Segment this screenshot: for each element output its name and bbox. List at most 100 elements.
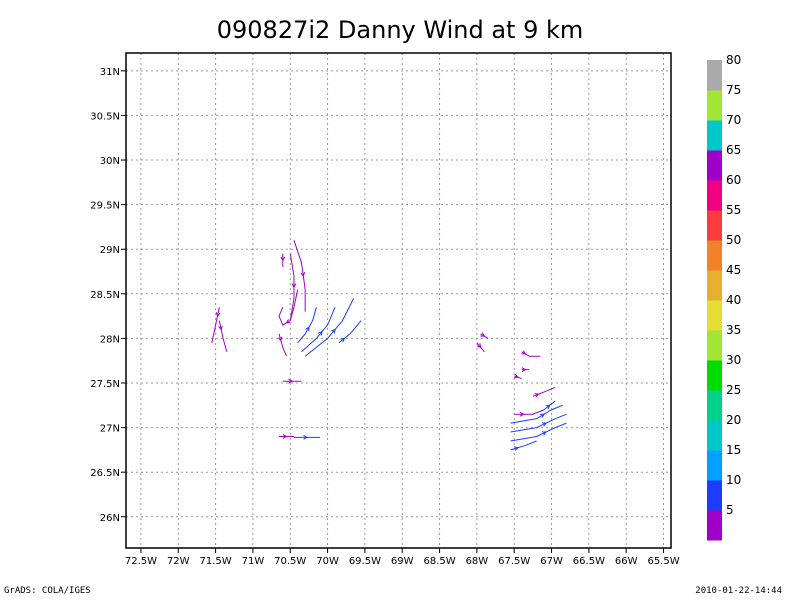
streamline-arrow — [541, 422, 547, 427]
streamline — [218, 320, 228, 352]
x-tick-label: 70W — [316, 556, 339, 567]
streamline-arrow — [282, 434, 288, 439]
colorbar-swatch — [707, 60, 722, 91]
streamline — [510, 440, 537, 451]
colorbar-label: 75 — [726, 83, 741, 97]
plot-frame — [125, 52, 672, 549]
colorbar-label: 40 — [726, 293, 741, 307]
x-tick-label: 66.5W — [573, 556, 605, 567]
colorbar-swatch — [707, 180, 722, 211]
x-tick-label: 71.5W — [200, 556, 232, 567]
streamline-arrow — [318, 330, 323, 336]
streamline-arrow — [476, 343, 482, 349]
colorbar-swatch — [707, 360, 722, 391]
streamline-arrow — [215, 312, 221, 318]
y-tick-label: 28N — [100, 334, 120, 345]
colorbar-swatch — [707, 420, 722, 451]
streamline-arrow — [305, 326, 310, 332]
footer-timestamp: 2010-01-22-14:44 — [695, 586, 782, 596]
colorbar-label: 55 — [726, 203, 741, 217]
y-tick-label: 27N — [100, 424, 120, 435]
streamline — [510, 422, 567, 442]
colorbar-label: 70 — [726, 113, 741, 127]
colorbar-swatch — [707, 210, 722, 241]
streamline-arrow — [541, 431, 547, 436]
x-tick-label: 70.5W — [274, 556, 306, 567]
colorbar-label: 30 — [726, 353, 741, 367]
y-tick-label: 29N — [100, 245, 120, 256]
streamline — [514, 409, 545, 415]
y-tick-label: 27.5N — [90, 379, 120, 390]
streamline-arrow — [540, 413, 545, 418]
colorbar-swatch — [707, 390, 722, 421]
x-tick-label: 66W — [615, 556, 638, 567]
x-tick-label: 69W — [391, 556, 414, 567]
streamline-arrow — [288, 378, 294, 384]
x-tick-label: 67W — [540, 556, 563, 567]
colorbar-swatch — [707, 510, 722, 541]
streamline-arrow — [513, 446, 519, 451]
streamline — [532, 386, 556, 397]
streamline — [338, 320, 362, 344]
y-tick-label: 28.5N — [90, 290, 120, 301]
streamline-arrow — [218, 325, 223, 331]
streamline-arrow — [521, 350, 527, 355]
colorbar-swatch — [707, 450, 722, 481]
colorbar-label: 15 — [726, 443, 741, 457]
streamline-arrow — [545, 404, 551, 410]
streamline-arrow — [291, 283, 297, 289]
streamline — [301, 306, 336, 353]
colorbar-label: 65 — [726, 143, 741, 157]
colorbar-label: 45 — [726, 263, 741, 277]
streamline-arrow — [300, 272, 306, 278]
x-tick-label: 72.5W — [125, 556, 157, 567]
colorbar-swatch — [707, 330, 722, 361]
colorbar-swatch — [707, 300, 722, 331]
footer-credit: GrADS: COLA/IGES — [4, 586, 91, 596]
x-tick-label: 71W — [242, 556, 265, 567]
x-tick-label: 68.5W — [423, 556, 455, 567]
x-tick-label: 67.5W — [498, 556, 530, 567]
streamline-arrow — [331, 328, 336, 334]
chart-title: 090827i2 Danny Wind at 9 km — [216, 16, 584, 44]
colorbar-swatch — [707, 240, 722, 271]
streamline-arrow — [519, 411, 525, 417]
streamline-arrow — [521, 367, 527, 372]
x-tick-label: 68W — [466, 556, 489, 567]
colorbar-label: 50 — [726, 233, 741, 247]
y-tick-label: 30N — [100, 156, 120, 167]
y-tick-label: 26.5N — [90, 468, 120, 479]
streamline — [297, 307, 317, 344]
colorbar-swatch — [707, 150, 722, 181]
x-tick-label: 65.5W — [647, 556, 679, 567]
colorbar-swatch — [707, 270, 722, 301]
streamline-arrow — [534, 393, 540, 398]
colorbar-label: 35 — [726, 323, 741, 337]
streamline — [510, 413, 567, 433]
y-tick-label: 31N — [100, 67, 120, 78]
colorbar-swatch — [707, 120, 722, 151]
colorbar-swatch — [707, 480, 722, 511]
colorbar-label: 20 — [726, 413, 741, 427]
streamline-arrow — [280, 256, 286, 262]
colorbar-label: 5 — [726, 503, 734, 517]
x-tick-label: 69.5W — [349, 556, 381, 567]
y-tick-label: 30.5N — [90, 111, 120, 122]
x-tick-label: 72W — [167, 556, 190, 567]
colorbar-label: 25 — [726, 383, 741, 397]
streamline-arrow — [285, 319, 291, 324]
colorbar-swatch — [707, 90, 722, 121]
streamline — [278, 333, 287, 357]
streamline-arrow — [340, 337, 346, 343]
y-tick-label: 26N — [100, 513, 120, 524]
colorbar-label: 10 — [726, 473, 741, 487]
streamline — [521, 351, 541, 357]
streamline-arrow — [513, 373, 519, 379]
streamline — [211, 307, 220, 343]
streamline — [304, 298, 355, 357]
streamline-arrow — [303, 435, 309, 440]
streamline-arrow — [480, 332, 486, 337]
streamline-arrow — [277, 336, 283, 342]
colorbar-label: 60 — [726, 173, 741, 187]
